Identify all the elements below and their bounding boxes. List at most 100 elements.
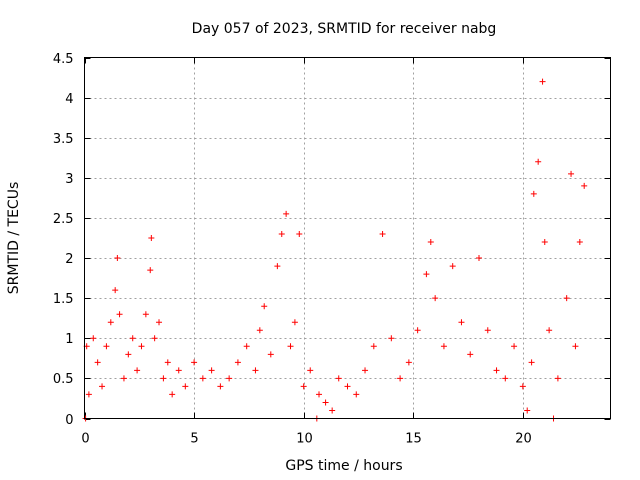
data-point (535, 158, 542, 165)
data-point (405, 359, 412, 366)
data-point (226, 375, 233, 382)
data-point (414, 327, 421, 334)
data-point (107, 319, 114, 326)
data-point (112, 287, 119, 294)
x-tick-label: 15 (405, 432, 422, 447)
data-point (530, 190, 537, 197)
y-tick-label: 1 (65, 332, 73, 347)
y-tick-label: 4.5 (53, 52, 74, 67)
data-point (300, 383, 307, 390)
data-point (353, 391, 360, 398)
data-point (432, 295, 439, 302)
data-point (528, 359, 535, 366)
data-point (103, 343, 110, 350)
data-point (511, 343, 518, 350)
data-point (90, 335, 97, 342)
data-point (329, 407, 336, 414)
data-point (296, 230, 303, 237)
x-tick-label: 5 (190, 432, 198, 447)
data-point (335, 375, 342, 382)
data-point (182, 383, 189, 390)
data-point (316, 391, 323, 398)
data-point (283, 210, 290, 217)
x-tick-label: 20 (515, 432, 532, 447)
x-tick-label: 10 (296, 432, 313, 447)
data-point (563, 295, 570, 302)
x-tick-label: 0 (81, 432, 89, 447)
data-point (267, 351, 274, 358)
data-point (576, 239, 583, 246)
data-point (169, 391, 176, 398)
data-point (99, 383, 106, 390)
data-point (252, 367, 259, 374)
data-point (256, 327, 263, 334)
data-point (120, 375, 127, 382)
plot-frame (84, 57, 611, 419)
data-point (362, 367, 369, 374)
data-point (322, 399, 329, 406)
data-point (274, 263, 281, 270)
data-point (287, 343, 294, 350)
data-point (147, 267, 154, 274)
grid (84, 57, 611, 419)
data-point (114, 255, 121, 262)
data-point (164, 359, 171, 366)
data-point (502, 375, 509, 382)
y-tick-label: 4 (65, 92, 73, 107)
y-axis-title: SRMTID / TECUs (6, 182, 22, 295)
y-tick-label: 3 (65, 172, 73, 187)
data-point (129, 335, 136, 342)
y-tick-label: 0.5 (53, 372, 74, 387)
data-point (199, 375, 206, 382)
data-point (208, 367, 215, 374)
data-point (134, 367, 141, 374)
data-point (484, 327, 491, 334)
data-point (572, 343, 579, 350)
data-point (151, 335, 158, 342)
data-point (467, 351, 474, 358)
data-point (524, 407, 531, 414)
tick-labels: 0 0.5 1 1.5 2 2.5 3 3.5 4 4.5 0 5 10 15 20 (53, 52, 532, 447)
data-point (541, 239, 548, 246)
x-axis-title: GPS time / hours (285, 458, 402, 474)
data-point (138, 343, 145, 350)
data-point (449, 263, 456, 270)
y-tick-label: 3.5 (53, 132, 74, 147)
data-point (156, 319, 163, 326)
data-point (388, 335, 395, 342)
data-point (307, 367, 314, 374)
data-point (191, 359, 198, 366)
data-point (397, 375, 404, 382)
data-point (440, 343, 447, 350)
data-point (278, 230, 285, 237)
data-point (458, 319, 465, 326)
y-tick-label: 2 (65, 252, 73, 267)
data-point (291, 319, 298, 326)
data-point (539, 78, 546, 85)
y-tick-label: 0 (65, 413, 73, 428)
data-point (175, 367, 182, 374)
y-tick-label: 1.5 (53, 292, 74, 307)
data-point (142, 311, 149, 318)
data-point (261, 303, 268, 310)
data-point (148, 235, 155, 241)
data-point (160, 375, 167, 382)
data-points (82, 78, 588, 422)
chart-title: Day 057 of 2023, SRMTID for receiver nab… (192, 21, 497, 37)
data-point (125, 351, 132, 358)
data-point (344, 383, 351, 390)
data-point (493, 367, 500, 374)
data-point (427, 239, 434, 246)
data-point (217, 383, 224, 390)
data-point (423, 271, 430, 278)
data-point (581, 182, 588, 189)
data-point (94, 359, 101, 366)
data-point (519, 383, 526, 390)
data-point (243, 343, 250, 350)
data-point (116, 311, 123, 318)
data-point (370, 343, 377, 350)
data-point (546, 327, 553, 334)
data-point (568, 170, 575, 177)
data-point (554, 375, 561, 382)
